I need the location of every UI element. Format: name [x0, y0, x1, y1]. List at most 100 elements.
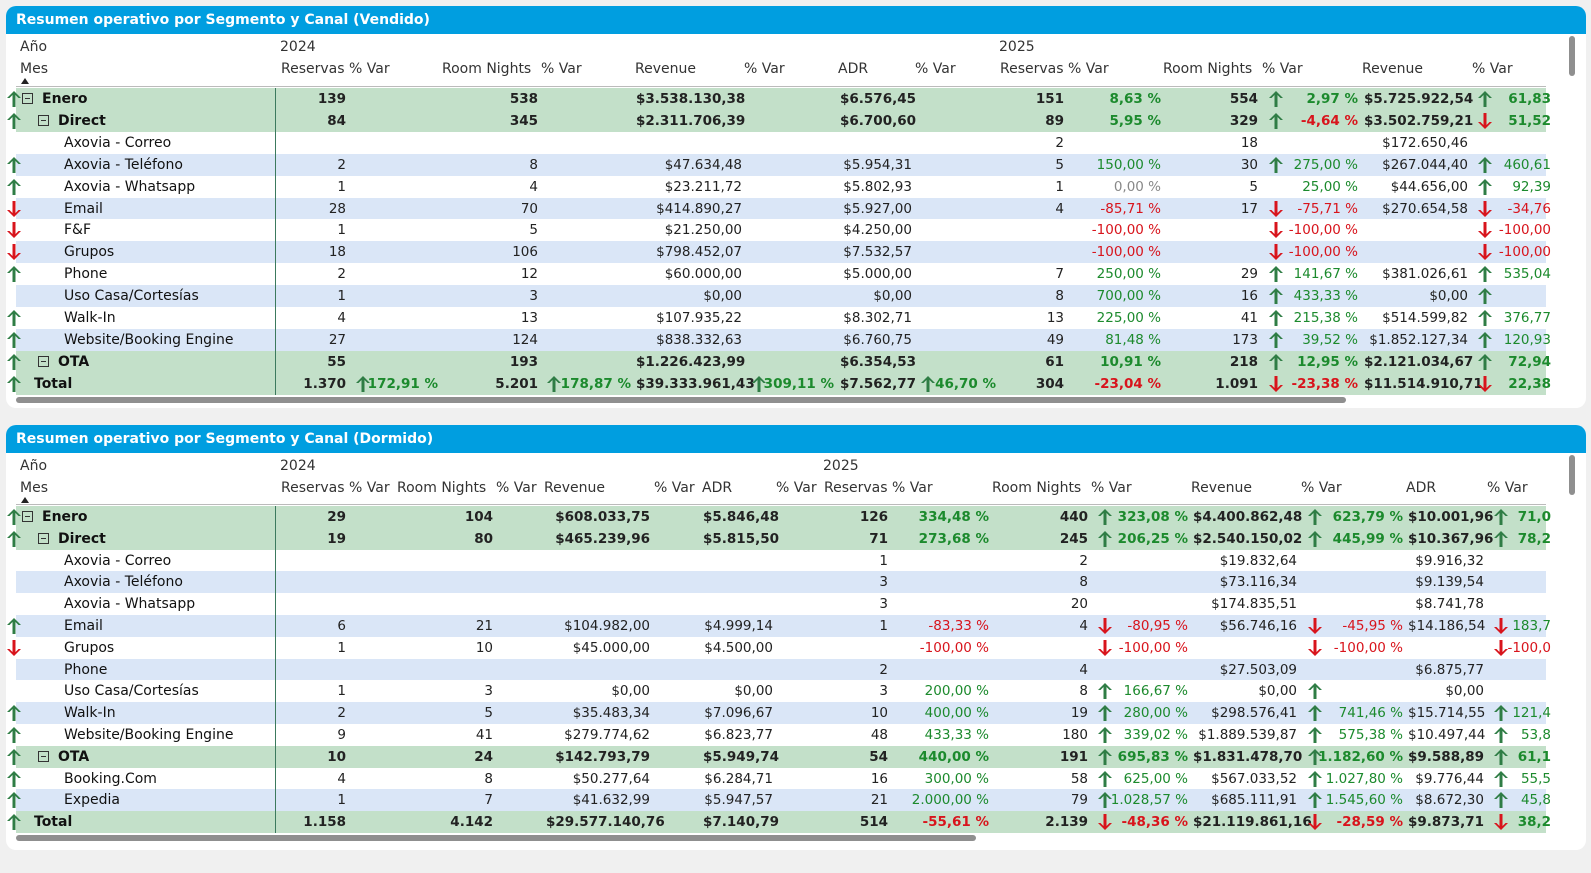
pct-var-cell: [916, 285, 996, 307]
column-header[interactable]: % Var: [744, 61, 785, 77]
table-row[interactable]: [16, 680, 1546, 703]
collapse-toggle-icon[interactable]: [22, 93, 33, 104]
table-row[interactable]: [16, 131, 1546, 154]
value-cell: 2: [337, 705, 346, 722]
column-header[interactable]: % Var: [349, 61, 390, 77]
table-row[interactable]: [16, 88, 1546, 110]
column-header[interactable]: % Var: [654, 480, 695, 496]
table-row[interactable]: [16, 527, 1546, 550]
table-row[interactable]: [16, 372, 1546, 395]
column-header[interactable]: % Var: [1301, 480, 1342, 496]
column-header[interactable]: % Var: [1091, 480, 1132, 496]
column-header[interactable]: Revenue: [1191, 480, 1252, 496]
value-cell: $50.277,64: [572, 770, 650, 787]
pct-var-cell: [352, 571, 393, 593]
collapse-toggle-icon[interactable]: [38, 114, 49, 126]
vertical-scrollbar[interactable]: [1569, 455, 1575, 495]
table-row[interactable]: [16, 219, 1546, 242]
column-header[interactable]: Revenue: [544, 480, 605, 496]
matrix-visual-1[interactable]: Resumen operativo por Segmento y Canal (…: [6, 6, 1586, 408]
pct-var-cell: [746, 219, 834, 241]
pct-var-cell: 225,00 %: [1096, 310, 1161, 326]
column-header[interactable]: % Var: [892, 480, 933, 496]
table-row[interactable]: [16, 702, 1546, 725]
collapse-toggle-icon[interactable]: [22, 511, 33, 522]
row-label: Total: [34, 814, 73, 831]
column-header[interactable]: Reservas: [1000, 61, 1064, 77]
table-row[interactable]: [16, 615, 1546, 637]
table-row[interactable]: [16, 328, 1546, 351]
collapse-toggle-icon[interactable]: [38, 532, 49, 544]
table-row[interactable]: [16, 263, 1546, 286]
collapse-toggle-icon[interactable]: [38, 355, 49, 367]
value-cell: 41: [475, 727, 493, 743]
table-row[interactable]: [16, 285, 1546, 308]
column-header[interactable]: Revenue: [635, 61, 696, 77]
column-header[interactable]: % Var: [776, 480, 817, 496]
table-row[interactable]: [16, 307, 1546, 329]
column-header[interactable]: Reservas: [824, 480, 888, 496]
table-row[interactable]: [16, 241, 1546, 264]
pct-var-cell: 183,7: [1512, 618, 1551, 634]
header-mes[interactable]: Mes: [20, 480, 48, 496]
table-row[interactable]: [16, 724, 1546, 746]
column-header[interactable]: % Var: [1068, 61, 1109, 77]
pct-var-cell: [777, 615, 820, 637]
horizontal-scrollbar[interactable]: [16, 835, 976, 841]
table-row[interactable]: [16, 197, 1546, 220]
pct-var-cell: [655, 789, 698, 811]
pct-var-cell: [352, 506, 393, 528]
pct-var-cell: [916, 198, 996, 220]
column-header[interactable]: % Var: [915, 61, 956, 77]
table-row[interactable]: [16, 789, 1546, 812]
pct-var-cell: [497, 811, 541, 833]
table-row[interactable]: [16, 811, 1546, 834]
value-cell: $3.538.130,38: [636, 91, 746, 107]
table-row[interactable]: [16, 571, 1546, 594]
table-row[interactable]: [16, 658, 1546, 681]
sort-ascending-icon[interactable]: [21, 78, 29, 84]
arrow-up-icon: [1493, 508, 1509, 526]
column-header[interactable]: Room Nights: [442, 61, 532, 77]
table-row[interactable]: [16, 350, 1546, 373]
column-header[interactable]: ADR: [838, 61, 869, 77]
column-header[interactable]: % Var: [1487, 480, 1528, 496]
column-header[interactable]: Room Nights: [992, 480, 1082, 496]
column-header[interactable]: Reservas: [281, 61, 345, 77]
table-row[interactable]: [16, 636, 1546, 659]
column-header[interactable]: % Var: [1472, 61, 1513, 77]
column-header[interactable]: % Var: [1262, 61, 1303, 77]
vertical-scrollbar[interactable]: [1569, 36, 1575, 76]
table-row[interactable]: [16, 745, 1546, 768]
pct-var-cell: [497, 768, 541, 790]
table-row[interactable]: [16, 109, 1546, 132]
pct-var-cell: [542, 263, 631, 285]
column-header[interactable]: % Var: [496, 480, 537, 496]
column-header[interactable]: Room Nights: [1163, 61, 1253, 77]
column-header[interactable]: Reservas: [281, 480, 345, 496]
table-row[interactable]: [16, 767, 1546, 790]
header-mes[interactable]: Mes: [20, 61, 48, 77]
pct-var-cell: 22,38: [1508, 375, 1551, 392]
sort-ascending-icon[interactable]: [21, 497, 29, 503]
table-row[interactable]: [16, 175, 1546, 198]
column-header[interactable]: % Var: [541, 61, 582, 77]
value-cell: 18: [328, 244, 346, 261]
value-cell: $298.576,41: [1211, 705, 1297, 722]
table-row[interactable]: [16, 506, 1546, 528]
table-row[interactable]: [16, 549, 1546, 572]
table-row[interactable]: [16, 153, 1546, 176]
column-header[interactable]: ADR: [1406, 480, 1437, 496]
matrix-visual-2[interactable]: Resumen operativo por Segmento y Canal (…: [6, 425, 1586, 850]
value-cell: 49: [1046, 331, 1064, 348]
column-header[interactable]: Room Nights: [397, 480, 487, 496]
column-header[interactable]: ADR: [702, 480, 733, 496]
column-header[interactable]: Revenue: [1362, 61, 1423, 77]
column-header[interactable]: % Var: [349, 480, 390, 496]
arrow-up-icon: [1493, 770, 1509, 788]
header-divider: [16, 504, 1546, 505]
value-cell: [286, 593, 346, 615]
horizontal-scrollbar[interactable]: [16, 396, 1346, 403]
table-row[interactable]: [16, 593, 1546, 616]
collapse-toggle-icon[interactable]: [38, 750, 49, 762]
